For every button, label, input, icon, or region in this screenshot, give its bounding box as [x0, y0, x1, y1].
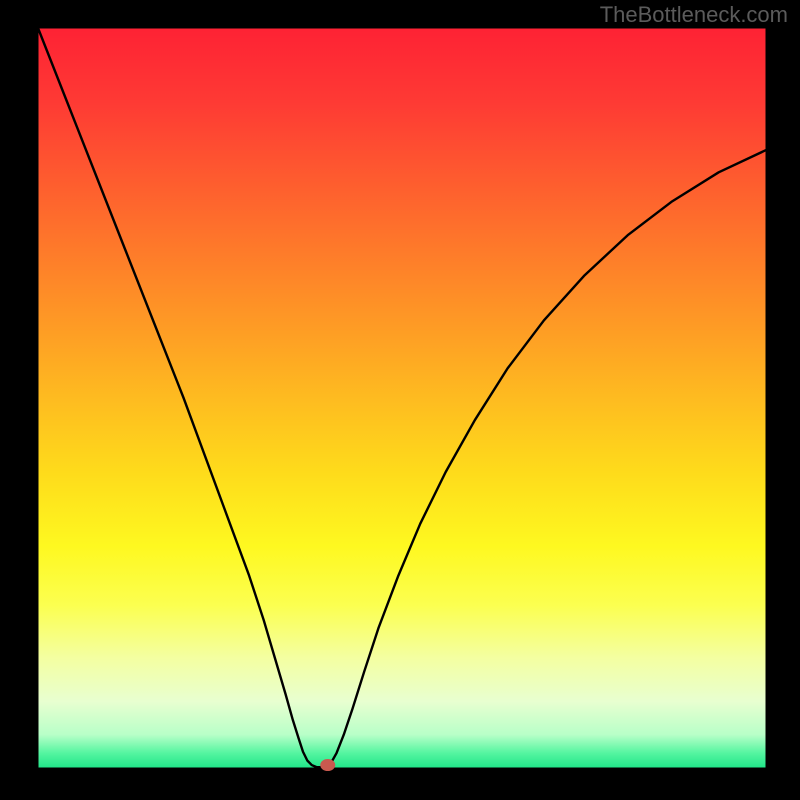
optimum-marker: [321, 760, 335, 771]
plot-background: [38, 28, 766, 768]
watermark-text: TheBottleneck.com: [600, 2, 788, 28]
bottleneck-chart: [0, 0, 800, 800]
chart-frame: TheBottleneck.com: [0, 0, 800, 800]
